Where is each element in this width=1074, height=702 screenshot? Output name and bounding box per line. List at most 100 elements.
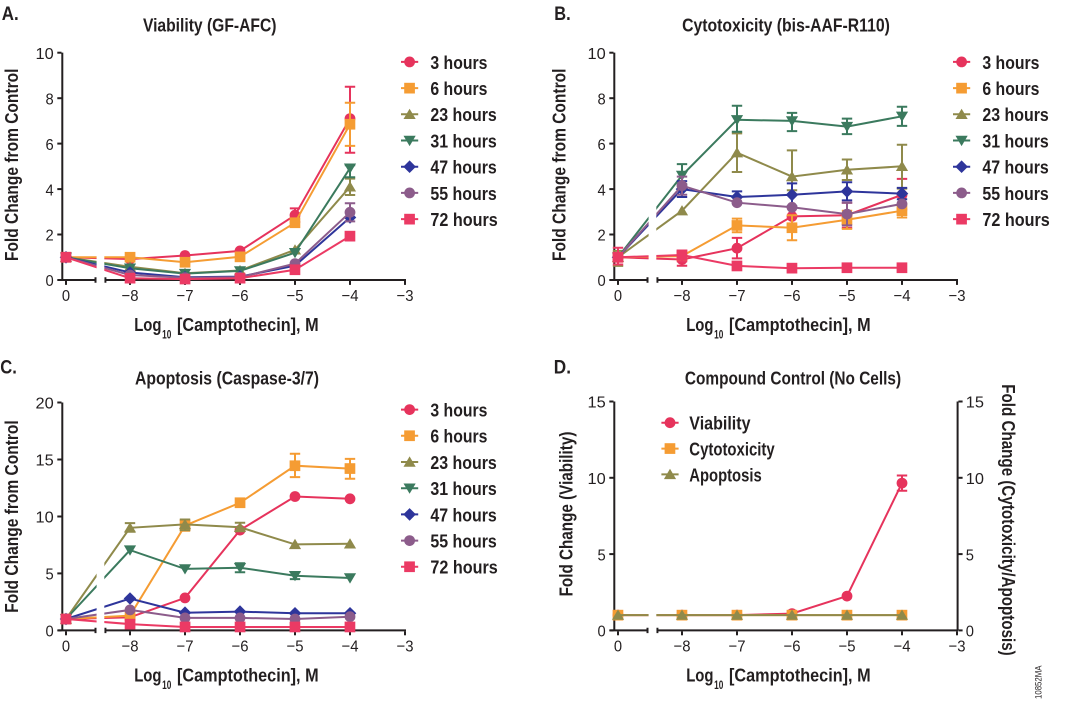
svg-text:−8: −8 — [674, 288, 691, 305]
svg-text:10852MA: 10852MA — [1034, 666, 1044, 700]
svg-text:15: 15 — [966, 395, 984, 412]
svg-text:−7: −7 — [729, 288, 746, 305]
svg-text:5: 5 — [598, 547, 606, 564]
svg-text:6 hours: 6 hours — [430, 78, 487, 99]
svg-text:10: 10 — [588, 46, 606, 63]
svg-text:C.: C. — [0, 356, 17, 378]
svg-text:−4: −4 — [342, 288, 359, 305]
svg-text:0: 0 — [598, 624, 606, 641]
svg-text:−6: −6 — [784, 288, 801, 305]
svg-text:55 hours: 55 hours — [982, 183, 1048, 204]
svg-text:−6: −6 — [784, 638, 801, 655]
svg-text:15: 15 — [588, 395, 606, 412]
svg-text:−8: −8 — [674, 638, 691, 655]
svg-text:6: 6 — [46, 137, 54, 154]
svg-text:0: 0 — [46, 624, 54, 641]
svg-text:6 hours: 6 hours — [430, 426, 487, 447]
svg-text:Apoptosis (Caspase-3/7): Apoptosis (Caspase-3/7) — [135, 368, 319, 389]
svg-text:72 hours: 72 hours — [430, 209, 497, 230]
svg-text:−3: −3 — [397, 288, 414, 305]
svg-text:A.: A. — [2, 3, 19, 25]
svg-text:10: 10 — [714, 680, 723, 692]
svg-text:47 hours: 47 hours — [430, 504, 496, 525]
svg-text:3 hours: 3 hours — [430, 52, 487, 73]
svg-text:55 hours: 55 hours — [430, 531, 496, 552]
svg-text:10: 10 — [36, 46, 54, 63]
svg-text:−3: −3 — [949, 638, 966, 655]
svg-text:4: 4 — [598, 182, 606, 199]
svg-text:D.: D. — [554, 356, 571, 378]
svg-text:0: 0 — [598, 273, 606, 290]
svg-text:−4: −4 — [894, 288, 911, 305]
svg-text:5: 5 — [46, 567, 54, 584]
svg-text:Log: Log — [134, 664, 161, 685]
svg-text:8: 8 — [598, 91, 606, 108]
svg-text:0: 0 — [614, 638, 622, 655]
svg-text:10: 10 — [714, 330, 723, 342]
svg-text:55 hours: 55 hours — [430, 183, 496, 204]
svg-text:−5: −5 — [287, 288, 304, 305]
svg-text:Cytotoxicity: Cytotoxicity — [689, 438, 775, 459]
svg-text:Log: Log — [134, 314, 161, 335]
svg-text:8: 8 — [46, 91, 54, 108]
svg-text:47 hours: 47 hours — [982, 157, 1048, 178]
svg-text:3 hours: 3 hours — [982, 52, 1039, 73]
svg-text:72 hours: 72 hours — [430, 557, 497, 578]
svg-text:15: 15 — [36, 453, 54, 470]
svg-text:0: 0 — [966, 624, 974, 641]
svg-text:6 hours: 6 hours — [982, 78, 1039, 99]
svg-text:2: 2 — [598, 228, 606, 245]
svg-text:Cytotoxicity (bis-AAF-R110): Cytotoxicity (bis-AAF-R110) — [682, 14, 890, 35]
svg-text:72 hours: 72 hours — [982, 209, 1049, 230]
svg-text:20: 20 — [36, 396, 54, 413]
svg-text:Compound Control (No Cells): Compound Control (No Cells) — [685, 368, 901, 389]
svg-text:Log: Log — [686, 314, 713, 335]
svg-text:−8: −8 — [122, 638, 139, 655]
svg-text:Viability (GF-AFC): Viability (GF-AFC) — [143, 14, 277, 35]
svg-text:10: 10 — [36, 510, 54, 527]
svg-text:Fold Change from Control: Fold Change from Control — [1, 420, 22, 613]
svg-text:Fold Change (Viability): Fold Change (Viability) — [555, 432, 576, 597]
svg-text:10: 10 — [588, 471, 606, 488]
svg-text:31 hours: 31 hours — [982, 130, 1048, 151]
svg-text:2: 2 — [46, 228, 54, 245]
svg-text:−7: −7 — [177, 638, 194, 655]
svg-text:23 hours: 23 hours — [430, 452, 496, 473]
svg-text:[Camptothecin], M: [Camptothecin], M — [177, 314, 319, 335]
svg-text:0: 0 — [46, 273, 54, 290]
svg-text:−3: −3 — [949, 288, 966, 305]
svg-text:6: 6 — [598, 137, 606, 154]
svg-text:4: 4 — [46, 182, 54, 199]
svg-text:31 hours: 31 hours — [430, 130, 496, 151]
svg-text:10: 10 — [966, 471, 984, 488]
svg-text:23 hours: 23 hours — [982, 104, 1048, 125]
svg-text:−3: −3 — [397, 638, 414, 655]
svg-text:0: 0 — [614, 288, 622, 305]
svg-text:Fold Change (Cytotoxicity/Apop: Fold Change (Cytotoxicity/Apoptosis) — [998, 384, 1019, 656]
svg-text:−5: −5 — [839, 288, 856, 305]
svg-text:−5: −5 — [839, 638, 856, 655]
svg-text:−8: −8 — [122, 288, 139, 305]
svg-text:5: 5 — [966, 547, 974, 564]
svg-text:−6: −6 — [232, 638, 249, 655]
svg-text:[Camptothecin], M: [Camptothecin], M — [177, 664, 319, 685]
svg-text:Log: Log — [686, 664, 713, 685]
svg-text:−4: −4 — [894, 638, 911, 655]
svg-text:10: 10 — [162, 680, 171, 692]
svg-text:0: 0 — [62, 638, 70, 655]
svg-text:B.: B. — [554, 3, 570, 25]
svg-text:31 hours: 31 hours — [430, 478, 496, 499]
svg-text:0: 0 — [62, 288, 70, 305]
svg-text:10: 10 — [162, 330, 171, 342]
svg-text:[Camptothecin], M: [Camptothecin], M — [729, 664, 871, 685]
svg-text:Fold Change from Control: Fold Change from Control — [548, 69, 569, 261]
svg-text:−6: −6 — [232, 288, 249, 305]
svg-text:Viability: Viability — [689, 413, 751, 434]
svg-text:47 hours: 47 hours — [430, 157, 496, 178]
svg-text:−7: −7 — [729, 638, 746, 655]
svg-text:[Camptothecin], M: [Camptothecin], M — [729, 314, 871, 335]
svg-text:−4: −4 — [342, 638, 359, 655]
svg-text:Fold Change from Control: Fold Change from Control — [1, 69, 22, 261]
svg-text:−7: −7 — [177, 288, 194, 305]
svg-text:3 hours: 3 hours — [430, 400, 487, 421]
